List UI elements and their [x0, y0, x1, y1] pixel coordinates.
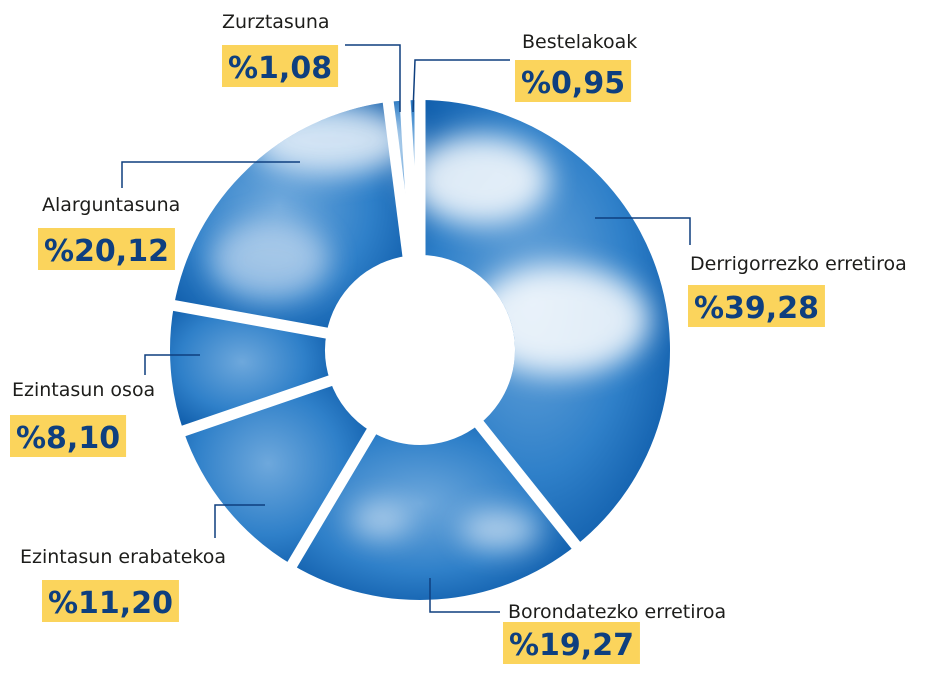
value-label: %0,95 [521, 66, 625, 101]
category-label: Derrigorrezko erretiroa [690, 253, 907, 275]
category-label: Alarguntasuna [42, 194, 180, 216]
value-label: %19,27 [509, 628, 634, 663]
value-label: %1,08 [228, 51, 332, 86]
category-label: Bestelakoak [522, 31, 637, 53]
value-label: %20,12 [44, 234, 169, 269]
category-label: Ezintasun erabatekoa [20, 546, 226, 568]
category-label: Ezintasun osoa [12, 379, 155, 401]
value-label: %39,28 [694, 291, 819, 326]
chart: Derrigorrezko erretiroa %39,28 Borondatezk… [0, 0, 931, 675]
value-label: %11,20 [48, 586, 173, 621]
category-label: Borondatezko erretiroa [508, 601, 726, 623]
category-label: Zurztasuna [222, 11, 330, 33]
value-label: %8,10 [16, 421, 120, 456]
